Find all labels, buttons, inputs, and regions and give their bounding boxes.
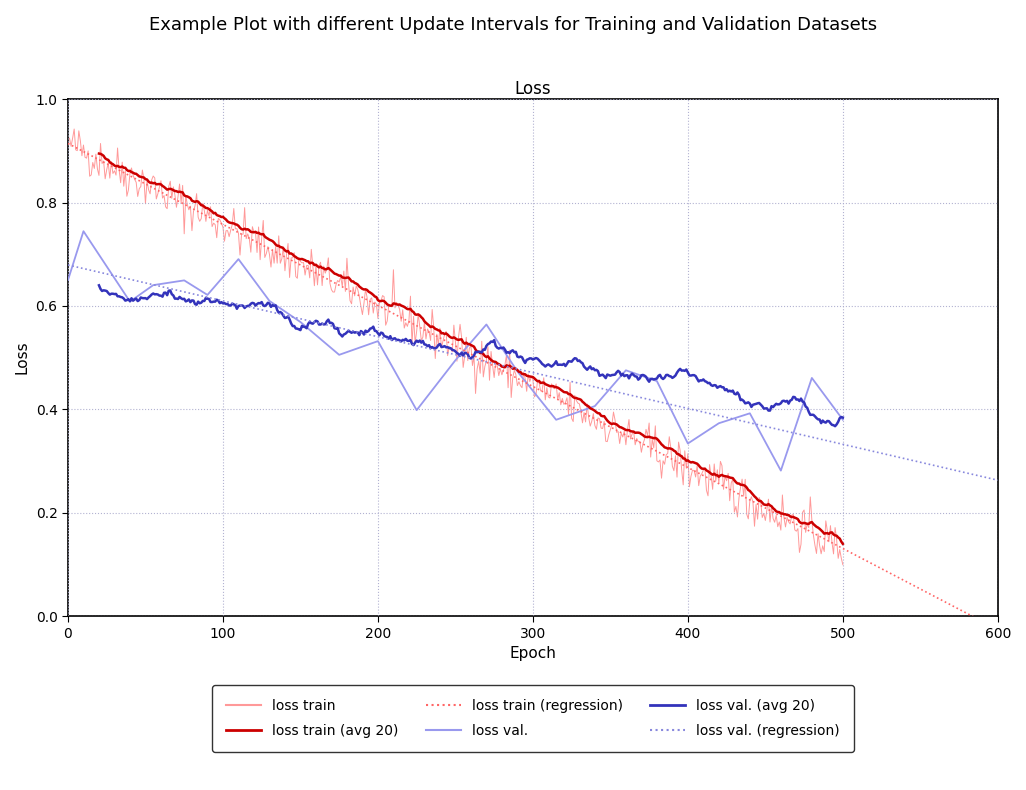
Title: Loss: Loss	[515, 80, 551, 98]
Text: Example Plot with different Update Intervals for Training and Validation Dataset: Example Plot with different Update Inter…	[149, 16, 877, 34]
Legend: loss train, loss train (avg 20), loss train (regression), loss val., loss val. (: loss train, loss train (avg 20), loss tr…	[212, 685, 854, 752]
Y-axis label: Loss: Loss	[15, 340, 30, 374]
X-axis label: Epoch: Epoch	[510, 646, 556, 661]
